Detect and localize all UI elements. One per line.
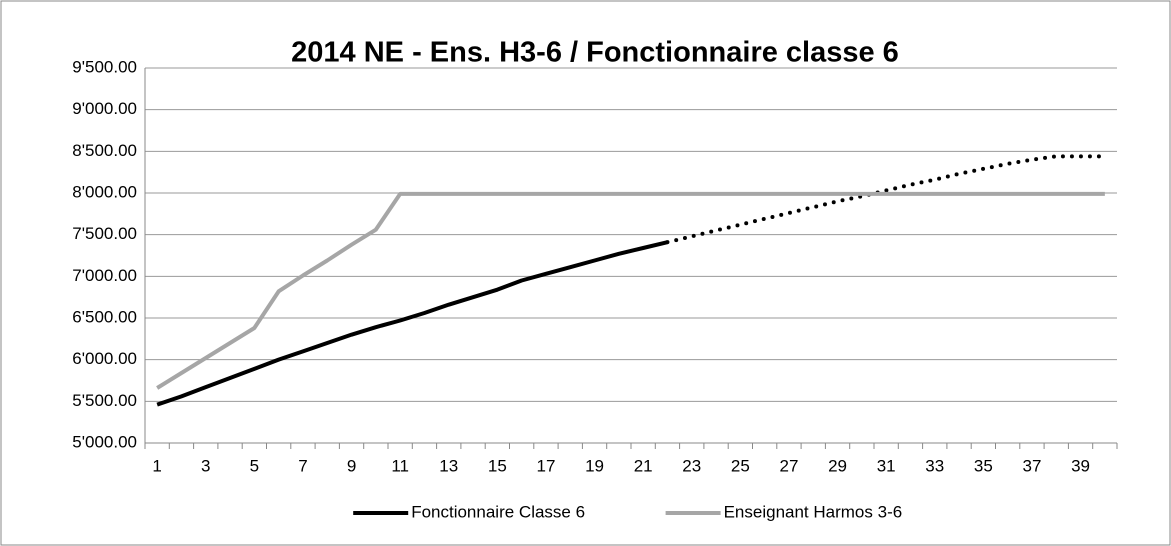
x-tick-label: 11 bbox=[391, 456, 409, 475]
series-line bbox=[156, 240, 668, 407]
x-tick-label: 19 bbox=[585, 456, 604, 475]
y-tick-label: 6'500.00 bbox=[72, 307, 137, 326]
y-tick-label: 5'500.00 bbox=[72, 391, 137, 410]
x-tick-label: 29 bbox=[828, 456, 847, 475]
x-tick-label: 9 bbox=[347, 456, 356, 475]
x-tick-label: 7 bbox=[298, 456, 307, 475]
y-tick-label: 6'000.00 bbox=[72, 349, 137, 368]
y-tick-label: 9'500.00 bbox=[72, 57, 137, 76]
x-tick-label: 31 bbox=[877, 456, 896, 475]
chart-title: 2014 NE - Ens. H3-6 / Fonctionnaire clas… bbox=[291, 37, 899, 69]
y-tick-label: 7'500.00 bbox=[72, 224, 137, 243]
y-tick-label: 8'000.00 bbox=[72, 182, 137, 201]
series-line-dotted bbox=[665, 154, 1107, 245]
x-tick-label: 37 bbox=[1022, 456, 1041, 475]
x-tick-label: 3 bbox=[201, 456, 210, 475]
x-tick-label: 21 bbox=[634, 456, 653, 475]
legend-label: Fonctionnaire Classe 6 bbox=[411, 502, 585, 521]
x-tick-label: 15 bbox=[488, 456, 507, 475]
x-tick-label: 5 bbox=[250, 456, 259, 475]
x-tick-label: 33 bbox=[925, 456, 944, 475]
x-tick-label: 13 bbox=[439, 456, 458, 475]
x-tick-label: 25 bbox=[731, 456, 750, 475]
y-tick-label: 5'000.00 bbox=[72, 432, 137, 451]
x-tick-label: 27 bbox=[779, 456, 798, 475]
y-tick-label: 7'000.00 bbox=[72, 266, 137, 285]
y-tick-label: 9'000.00 bbox=[72, 99, 137, 118]
x-tick-label: 35 bbox=[974, 456, 993, 475]
x-tick-label: 39 bbox=[1071, 456, 1090, 475]
legend-label: Enseignant Harmos 3-6 bbox=[724, 502, 903, 521]
y-tick-label: 8'500.00 bbox=[72, 141, 137, 160]
x-tick-label: 1 bbox=[152, 456, 161, 475]
x-tick-label: 17 bbox=[536, 456, 555, 475]
series-line bbox=[156, 191, 1105, 390]
x-tick-label: 23 bbox=[682, 456, 701, 475]
